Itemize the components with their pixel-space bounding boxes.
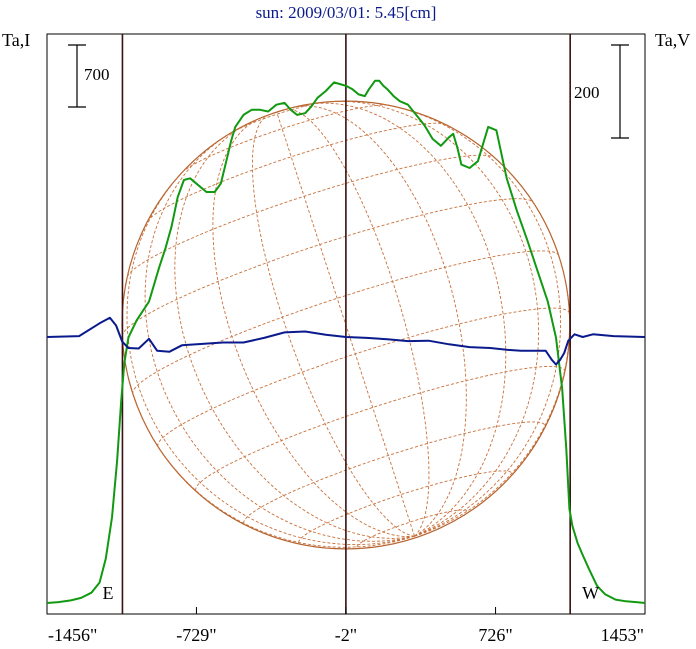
x-tick-label: 1453" [601, 625, 644, 645]
latitude-grid-line [181, 104, 389, 173]
x-tick-label: -1456" [48, 625, 97, 645]
longitude-grid-line [295, 105, 467, 537]
longitude-grid-line [414, 255, 571, 537]
longitude-grid-line [212, 118, 415, 537]
scale-bar-right-label: 200 [574, 83, 600, 102]
scale-bar-left: 700 [68, 44, 110, 108]
latitude-grid-line [243, 421, 546, 524]
scale-bar-left-label: 700 [84, 65, 110, 84]
series-line-stokes-i [46, 79, 646, 604]
series-layer [46, 79, 646, 604]
longitude-grid-line [126, 166, 415, 546]
x-axis-ticks: -1456" -729" -2" 726" 1453" [46, 607, 646, 645]
longitude-grid-line [144, 134, 415, 542]
longitude-grid-line [276, 111, 415, 537]
x-tick-label: -2" [335, 625, 357, 645]
right-axis-label: Ta,V [655, 30, 690, 50]
scale-bar-right: 200 [574, 44, 629, 139]
longitude-grid-line [284, 108, 430, 537]
longitude-grid-line [132, 394, 415, 548]
chart-title: sun: 2009/03/01: 5.45[cm] [256, 3, 437, 22]
x-tick-label: 726" [478, 625, 512, 645]
left-axis-label: Ta,I [2, 30, 30, 50]
longitude-grid-line [380, 103, 562, 537]
x-tick-label: -729" [176, 625, 216, 645]
limb-label-w: W [582, 583, 599, 603]
longitude-grid-line [329, 101, 540, 537]
limb-label-e: E [102, 583, 113, 603]
series-line-stokes-v [46, 316, 646, 366]
